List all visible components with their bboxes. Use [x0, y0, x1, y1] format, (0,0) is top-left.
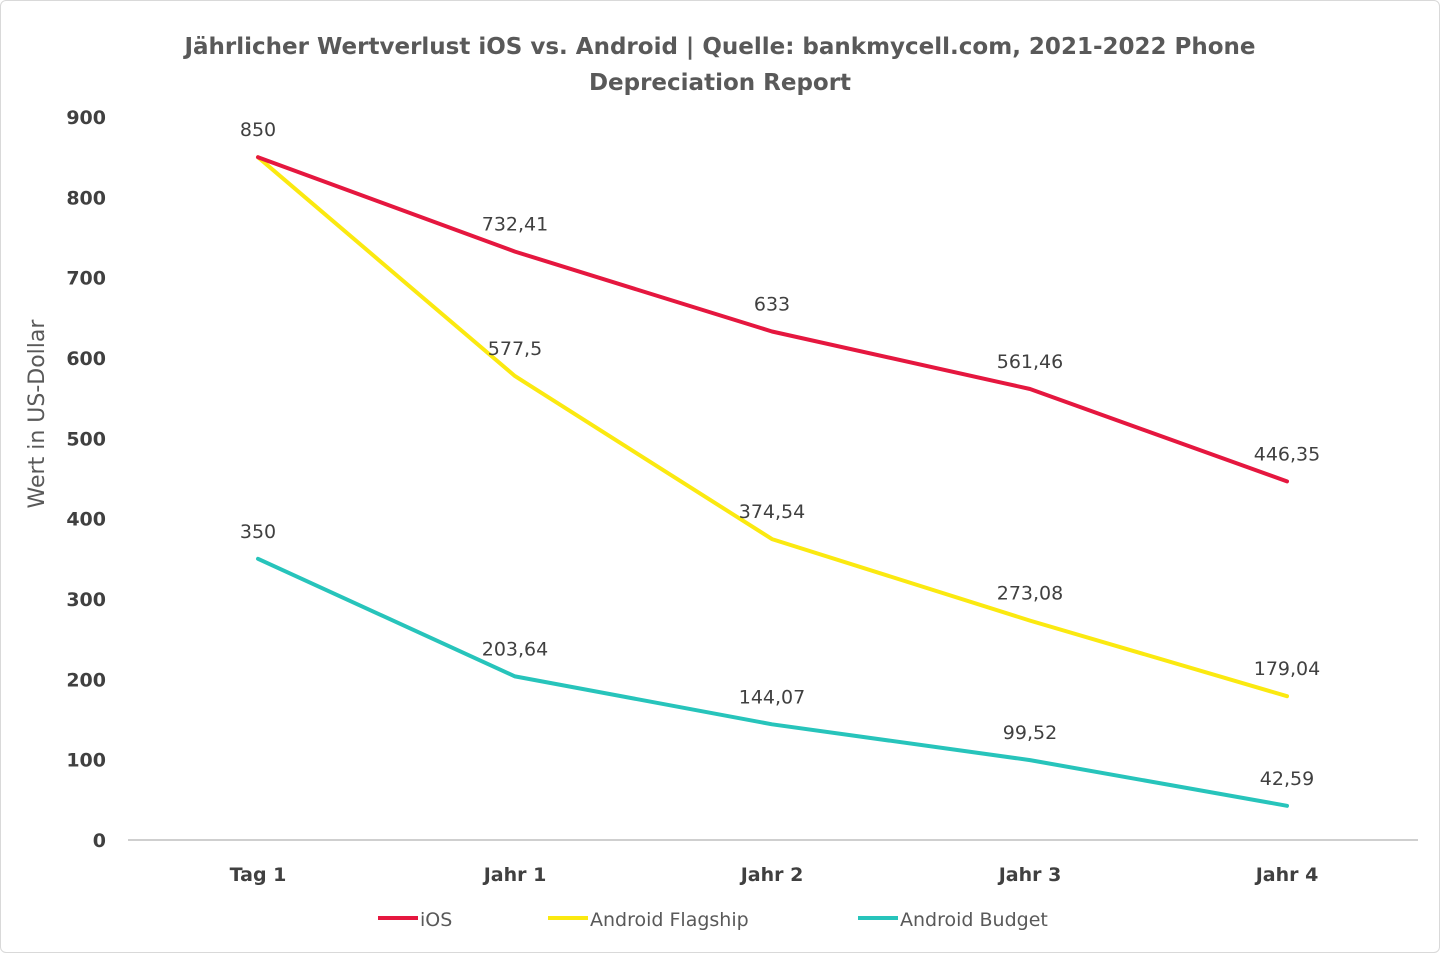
data-label: 350 — [240, 521, 276, 543]
legend-label: Android Budget — [900, 909, 1048, 931]
legend-label: iOS — [420, 909, 452, 931]
data-label: 144,07 — [739, 686, 805, 708]
y-axis-title: Wert in US-Dollar — [25, 319, 50, 509]
data-label: 633 — [754, 293, 790, 315]
data-label: 850 — [240, 119, 276, 141]
y-tick-label: 800 — [66, 187, 106, 209]
series-line-android-budget — [256, 556, 1289, 808]
plot-area: 0 100 200 300 400 500 600 700 800 900 Tag 1 Jahr 1 J… — [66, 107, 1418, 931]
y-tick-label: 700 — [66, 268, 106, 290]
chart-title-line-2: Depreciation Report — [589, 70, 851, 96]
data-label: 446,35 — [1254, 443, 1320, 465]
y-tick-label: 0 — [93, 830, 106, 852]
x-tick-label: Jahr 2 — [739, 864, 804, 886]
x-tick-label: Jahr 4 — [1254, 864, 1319, 886]
data-label: 99,52 — [1003, 722, 1057, 744]
data-label: 561,46 — [997, 351, 1063, 373]
y-tick-label: 300 — [66, 589, 106, 611]
legend-label: Android Flagship — [590, 909, 749, 931]
data-label: 273,08 — [997, 583, 1063, 605]
data-label: 203,64 — [482, 638, 548, 660]
y-tick-label: 900 — [66, 107, 106, 129]
y-tick-label: 100 — [66, 750, 106, 772]
data-label: 179,04 — [1254, 658, 1320, 680]
data-label: 577,5 — [488, 338, 542, 360]
x-tick-label: Jahr 3 — [997, 864, 1062, 886]
series-line-android-flagship — [256, 155, 1289, 699]
chart-title-line-1: Jährlicher Wertverlust iOS vs. Android |… — [182, 34, 1255, 60]
data-label: 374,54 — [739, 501, 805, 523]
series-line-ios — [256, 155, 1289, 484]
y-tick-label: 400 — [66, 509, 106, 531]
y-tick-label: 600 — [66, 348, 106, 370]
data-label: 732,41 — [482, 214, 548, 236]
x-tick-label: Tag 1 — [230, 864, 287, 886]
x-tick-label: Jahr 1 — [482, 864, 547, 886]
y-tick-label: 500 — [66, 428, 106, 450]
data-label: 42,59 — [1260, 768, 1314, 790]
y-tick-label: 200 — [66, 669, 106, 691]
